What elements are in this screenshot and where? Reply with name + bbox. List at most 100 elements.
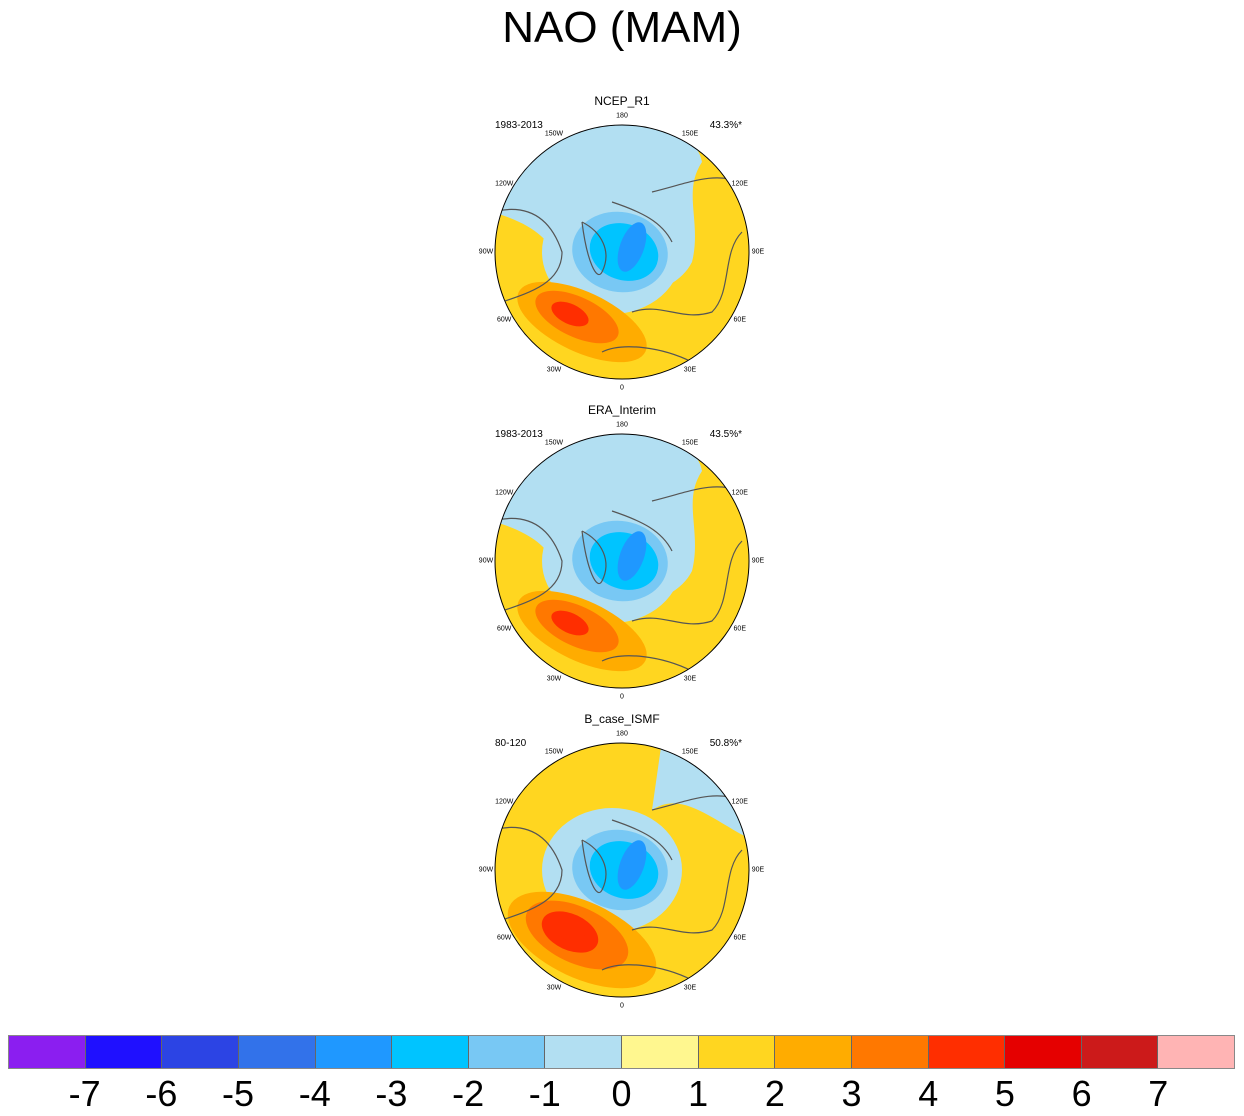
contour-neg-1-large xyxy=(652,743,749,840)
longitude-label: 180 xyxy=(616,730,628,738)
coastline xyxy=(611,819,673,861)
longitude-label: 180 xyxy=(616,421,628,429)
coastline xyxy=(601,346,693,363)
longitude-label: 30E xyxy=(683,675,697,683)
coastline xyxy=(581,839,607,893)
contour-neg-core xyxy=(617,531,647,581)
colorbar-box xyxy=(468,1036,546,1068)
longitude-label: 0 xyxy=(620,384,624,392)
main-title: NAO (MAM) xyxy=(502,3,742,52)
colorbar-box xyxy=(162,1036,239,1068)
colorbar-box xyxy=(315,1036,393,1068)
longitude-label: 90W xyxy=(478,557,494,565)
longitude-label: 60E xyxy=(733,934,746,942)
longitude-label: 30E xyxy=(683,984,697,992)
coastline xyxy=(495,826,563,921)
colorbar-box xyxy=(622,1036,699,1068)
colorbar-box xyxy=(85,1036,163,1068)
colorbar-tick-label: -7 xyxy=(68,1073,101,1114)
colorbar-box xyxy=(1158,1036,1234,1068)
colorbar-tick-label: -1 xyxy=(528,1073,561,1114)
map-field xyxy=(495,743,749,997)
map-panel-era: ERA_Interim 1983-2013 43.5%* 180 150E 120E… xyxy=(472,403,772,703)
longitude-label: 120W xyxy=(495,180,514,188)
colorbar-tick-label: 7 xyxy=(1148,1073,1169,1114)
longitude-label: 90E xyxy=(751,248,765,256)
colorbar-tick-label: -3 xyxy=(375,1073,408,1114)
contour-neg-core xyxy=(617,222,647,272)
colorbar-box xyxy=(698,1036,776,1068)
map-boundary xyxy=(494,742,750,998)
colorbar-box xyxy=(851,1036,929,1068)
contour-pos-3 xyxy=(551,610,589,636)
coastline xyxy=(601,655,693,672)
colorbar-tick-label: 1 xyxy=(688,1073,709,1114)
longitude-label: 150E xyxy=(681,130,699,138)
colorbar-box xyxy=(238,1036,316,1068)
longitude-label: 60E xyxy=(733,316,746,324)
colorbar-box xyxy=(9,1036,86,1068)
longitude-label: 60W xyxy=(497,316,512,324)
colorbar-tick-label: 3 xyxy=(841,1073,862,1114)
panel-title: NCEP_R1 xyxy=(594,94,650,108)
longitude-label: 180 xyxy=(616,112,628,120)
coastline xyxy=(611,510,673,552)
colorbar-tick-label: 5 xyxy=(994,1073,1015,1114)
coastline xyxy=(611,201,673,243)
colorbar-box xyxy=(928,1036,1006,1068)
longitude-label: 30W xyxy=(546,675,562,683)
map-boundary xyxy=(494,433,750,689)
longitude-label: 90W xyxy=(478,866,494,874)
panel-title: B_case_ISMF xyxy=(584,712,660,726)
colorbar-tick-label: 0 xyxy=(611,1073,632,1114)
polar-map-svg xyxy=(494,742,750,998)
map-panel-bcase: B_case_ISMF 80-120 50.8%* 180 150E 120E 90E… xyxy=(472,712,772,1012)
map-field xyxy=(495,125,749,379)
polar-map-svg xyxy=(494,433,750,689)
map-field xyxy=(495,434,749,688)
polar-map-svg xyxy=(494,124,750,380)
contour-pos-core xyxy=(558,926,586,944)
colorbar-box xyxy=(775,1036,852,1068)
colorbar-box xyxy=(1005,1036,1082,1068)
colorbar-tick-label: -5 xyxy=(222,1073,255,1114)
coastline xyxy=(631,540,743,625)
contour-neg-core xyxy=(617,840,647,890)
longitude-label: 60E xyxy=(733,625,746,633)
panel-title: ERA_Interim xyxy=(587,403,657,417)
longitude-label: 120E xyxy=(731,489,748,497)
coastline xyxy=(631,231,743,316)
longitude-label: 90E xyxy=(751,866,765,874)
panel-period: 1983-2013 xyxy=(495,429,543,440)
panel-period: 80-120 xyxy=(495,738,527,749)
coastline xyxy=(601,964,693,981)
longitude-label: 60W xyxy=(497,625,512,633)
colorbar-box xyxy=(545,1036,622,1068)
panel-variance: 43.3%* xyxy=(709,120,742,131)
longitude-label: 30W xyxy=(546,984,562,992)
colorbar-tick-label: 4 xyxy=(918,1073,939,1114)
panel-period: 1983-2013 xyxy=(495,120,543,131)
longitude-label: 150W xyxy=(544,439,564,447)
longitude-label: 90E xyxy=(751,557,765,565)
coastline xyxy=(495,208,563,303)
longitude-label: 120W xyxy=(495,489,514,497)
coastline xyxy=(495,517,563,612)
colorbar-tick-label: -6 xyxy=(145,1073,178,1114)
longitude-label: 150W xyxy=(544,130,564,138)
longitude-label: 120E xyxy=(731,180,748,188)
coastline xyxy=(581,530,607,584)
panel-variance: 50.8%* xyxy=(709,738,742,749)
colorbar-tick-label: 6 xyxy=(1071,1073,1092,1114)
colorbar-box xyxy=(392,1036,469,1068)
longitude-label: 120E xyxy=(731,798,748,806)
longitude-label: 60W xyxy=(497,934,512,942)
longitude-label: 0 xyxy=(620,693,624,701)
longitude-label: 30E xyxy=(683,366,697,374)
colorbar xyxy=(8,1035,1235,1069)
colorbar-tick-label: -4 xyxy=(298,1073,331,1114)
coastline xyxy=(581,221,607,275)
colorbar-box xyxy=(1081,1036,1159,1068)
longitude-label: 90W xyxy=(478,248,494,256)
longitude-label: 150E xyxy=(681,748,699,756)
